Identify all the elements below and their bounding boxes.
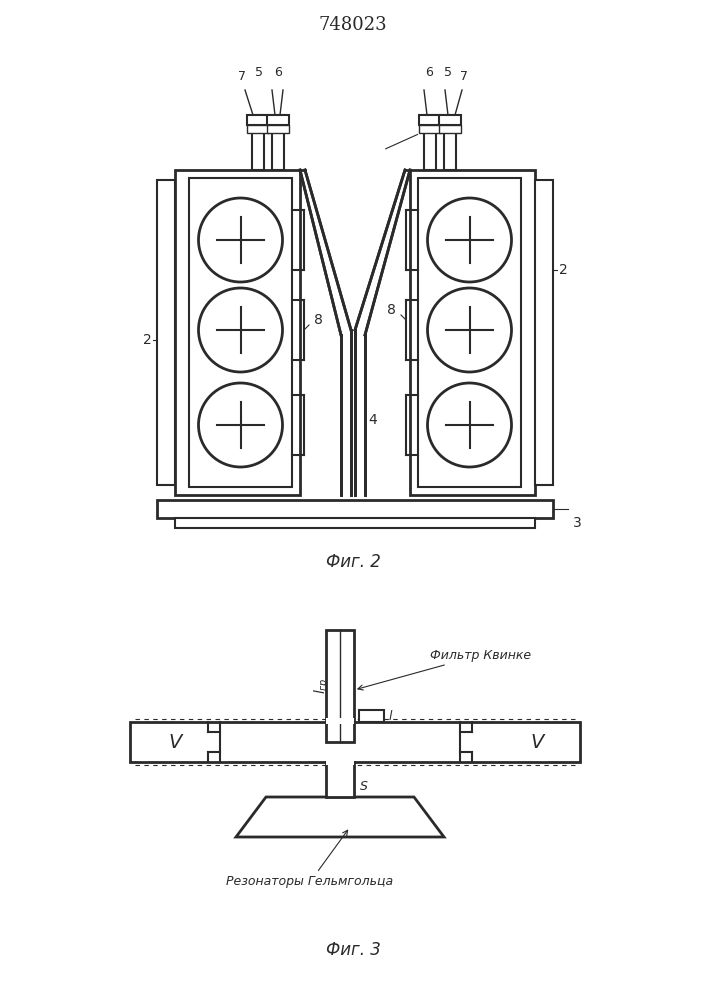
Bar (359, 710, 384, 722)
Text: 8: 8 (314, 313, 323, 327)
Circle shape (428, 198, 511, 282)
Bar (424, 115, 436, 170)
Circle shape (199, 383, 283, 467)
Text: Фиг. 3: Фиг. 3 (325, 941, 380, 959)
Bar (326, 718, 354, 724)
Bar (419, 125, 441, 133)
Text: 748023: 748023 (319, 16, 387, 34)
Text: 7: 7 (460, 70, 468, 84)
Polygon shape (189, 178, 292, 487)
Polygon shape (175, 170, 300, 495)
Text: V: V (168, 732, 182, 752)
Polygon shape (535, 180, 553, 485)
Text: 6: 6 (274, 66, 282, 80)
Text: 7: 7 (238, 70, 246, 84)
Text: $S$: $S$ (359, 780, 368, 794)
Circle shape (199, 288, 283, 372)
Bar (444, 115, 456, 170)
Text: 2: 2 (559, 263, 568, 277)
Bar (252, 115, 264, 170)
Bar (267, 125, 289, 133)
Polygon shape (157, 180, 175, 485)
Polygon shape (236, 797, 444, 837)
Bar (247, 115, 269, 125)
Bar (326, 762, 354, 797)
Text: $l$: $l$ (388, 709, 393, 723)
Text: Фильтр Квинке: Фильтр Квинке (358, 648, 531, 690)
Bar (439, 115, 461, 125)
Bar (157, 500, 553, 518)
Polygon shape (410, 170, 535, 495)
Text: 4: 4 (368, 413, 378, 427)
Text: Фиг. 2: Фиг. 2 (325, 553, 380, 571)
Text: 5: 5 (255, 66, 263, 80)
Bar (175, 518, 535, 528)
Circle shape (428, 288, 511, 372)
Text: 2: 2 (143, 333, 151, 347)
Bar (267, 115, 289, 125)
Bar (326, 759, 354, 765)
Text: 6: 6 (425, 66, 433, 80)
Text: V: V (530, 732, 544, 752)
Bar (326, 630, 354, 742)
Text: 3: 3 (573, 516, 582, 530)
Polygon shape (418, 178, 521, 487)
Bar (247, 125, 269, 133)
Polygon shape (300, 170, 410, 495)
Text: 5: 5 (444, 66, 452, 80)
Circle shape (199, 198, 283, 282)
Bar (272, 115, 284, 170)
Text: 8: 8 (387, 303, 396, 317)
Bar (439, 125, 461, 133)
Bar (419, 115, 441, 125)
Text: $l_{гр}$: $l_{гр}$ (312, 678, 332, 694)
Text: Резонаторы Гельмгольца: Резонаторы Гельмгольца (226, 830, 394, 888)
Circle shape (428, 383, 511, 467)
Bar (130, 722, 580, 762)
Text: 1: 1 (385, 123, 432, 149)
